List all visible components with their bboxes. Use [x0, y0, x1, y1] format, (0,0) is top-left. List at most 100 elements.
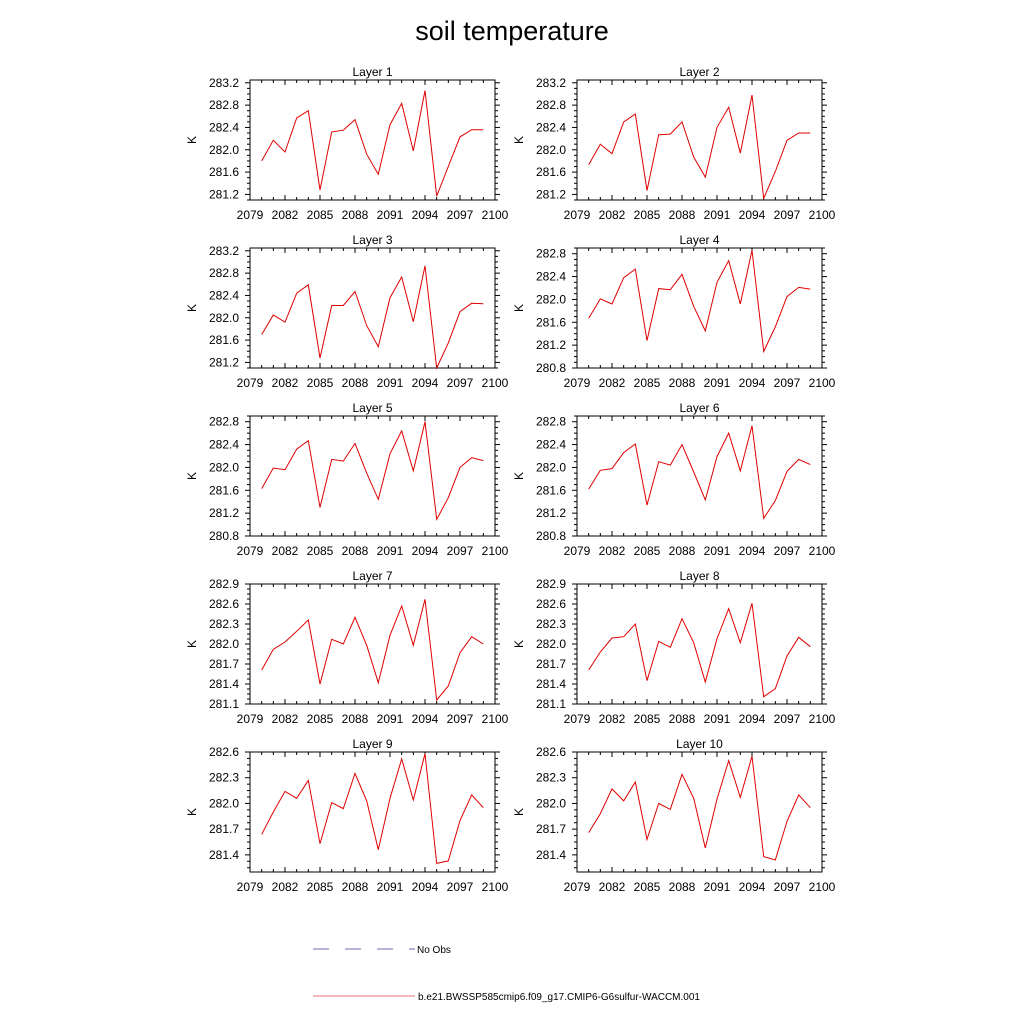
y-tick-label: 281.6	[536, 165, 566, 179]
x-tick-label: 2091	[704, 376, 731, 390]
plot-frame	[576, 583, 823, 705]
y-tick-label: 281.1	[209, 697, 239, 711]
x-tick-label: 2094	[739, 880, 766, 894]
panel-title: Layer 9	[352, 737, 392, 751]
y-tick-label: 280.8	[536, 529, 566, 543]
x-tick-label: 2082	[599, 544, 626, 558]
x-tick-label: 2082	[272, 376, 299, 390]
y-tick-label: 282.8	[536, 415, 566, 429]
y-tick-label: 281.2	[209, 187, 239, 201]
y-tick-label: 281.2	[536, 187, 566, 201]
x-tick-label: 2088	[669, 880, 696, 894]
x-tick-label: 2085	[634, 712, 661, 726]
x-tick-label: 2082	[272, 208, 299, 222]
x-tick-label: 2097	[774, 544, 801, 558]
y-tick-label: 281.1	[536, 697, 566, 711]
x-tick-label: 2082	[272, 544, 299, 558]
y-tick-label: 282.9	[209, 577, 239, 591]
y-tick-label: 280.8	[536, 361, 566, 375]
x-tick-label: 2079	[564, 880, 591, 894]
x-tick-label: 2088	[342, 880, 369, 894]
y-tick-label: 281.2	[536, 338, 566, 352]
legend: No Obs b.e21.BWSSP585cmip6.f09_g17.CMIP6…	[313, 945, 700, 1003]
y-tick-label: 282.4	[209, 120, 239, 134]
x-tick-label: 2079	[237, 376, 264, 390]
x-tick-label: 2079	[564, 376, 591, 390]
x-tick-label: 2097	[774, 376, 801, 390]
y-axis-label: K	[512, 304, 526, 312]
x-tick-label: 2094	[739, 376, 766, 390]
y-tick-label: 282.3	[536, 617, 566, 631]
x-tick-label: 2085	[634, 880, 661, 894]
x-tick-label: 2088	[342, 544, 369, 558]
y-tick-label: 283.2	[209, 244, 239, 258]
x-tick-label: 2097	[774, 208, 801, 222]
plot-frame	[249, 79, 496, 201]
y-axis-label: K	[185, 808, 199, 816]
series-line-layer-3	[261, 265, 484, 370]
x-tick-label: 2082	[272, 712, 299, 726]
x-tick-label: 2100	[809, 376, 836, 390]
x-tick-label: 2097	[447, 712, 474, 726]
y-tick-label: 282.9	[536, 577, 566, 591]
panel-title: Layer 7	[352, 569, 392, 583]
x-tick-label: 2094	[739, 544, 766, 558]
plot-frame	[249, 583, 496, 705]
plot-frame	[249, 247, 496, 369]
x-tick-label: 2079	[564, 208, 591, 222]
y-axis-label: K	[185, 136, 199, 144]
x-tick-label: 2088	[342, 208, 369, 222]
y-axis-label: K	[512, 472, 526, 480]
y-tick-label: 282.4	[209, 288, 239, 302]
panel-title: Layer 3	[352, 233, 392, 247]
x-tick-label: 2082	[599, 880, 626, 894]
x-tick-label: 2097	[447, 376, 474, 390]
y-tick-label: 282.6	[536, 745, 566, 759]
x-tick-label: 2088	[669, 376, 696, 390]
y-tick-label: 281.4	[536, 677, 566, 691]
x-tick-label: 2085	[634, 208, 661, 222]
y-axis-label: K	[512, 808, 526, 816]
series-line-layer-7	[261, 599, 484, 702]
x-tick-label: 2097	[447, 208, 474, 222]
panel-layer-6: Layer 6 K 2079 2082 2085 2088 2091 2094 2097 2100…	[512, 401, 836, 558]
x-tick-label: 2082	[599, 376, 626, 390]
y-tick-label: 282.4	[536, 120, 566, 134]
panel-title: Layer 2	[679, 65, 719, 79]
x-tick-label: 2094	[412, 544, 439, 558]
y-tick-label: 281.6	[209, 483, 239, 497]
x-tick-label: 2100	[809, 544, 836, 558]
x-tick-label: 2079	[237, 208, 264, 222]
y-tick-label: 281.6	[536, 483, 566, 497]
x-tick-label: 2091	[704, 544, 731, 558]
plot-frame	[576, 79, 823, 201]
x-tick-label: 2088	[669, 208, 696, 222]
y-axis-label: K	[185, 472, 199, 480]
panel-layer-10: Layer 10 K 2079 2082 2085 2088 2091 2094 2097 210…	[512, 737, 836, 894]
x-tick-label: 2091	[377, 544, 404, 558]
plot-frame	[249, 415, 496, 537]
y-tick-label: 282.0	[209, 143, 239, 157]
y-axis-label: K	[185, 304, 199, 312]
y-tick-label: 282.8	[209, 98, 239, 112]
y-tick-label: 282.3	[209, 617, 239, 631]
y-tick-label: 282.4	[209, 438, 239, 452]
x-tick-label: 2085	[634, 544, 661, 558]
series-line-layer-2	[588, 95, 811, 201]
y-axis-label: K	[512, 640, 526, 648]
y-tick-label: 281.2	[536, 506, 566, 520]
y-tick-label: 281.2	[209, 355, 239, 369]
x-tick-label: 2097	[447, 544, 474, 558]
x-tick-label: 2100	[482, 880, 509, 894]
y-tick-label: 282.8	[209, 415, 239, 429]
series-line-layer-6	[588, 425, 811, 520]
x-tick-label: 2100	[482, 208, 509, 222]
x-tick-label: 2091	[377, 880, 404, 894]
y-tick-label: 281.7	[209, 822, 239, 836]
series-line-layer-8	[588, 603, 811, 698]
y-tick-label: 282.8	[536, 98, 566, 112]
y-tick-label: 281.4	[209, 848, 239, 862]
x-tick-label: 2100	[809, 880, 836, 894]
x-tick-label: 2079	[564, 712, 591, 726]
